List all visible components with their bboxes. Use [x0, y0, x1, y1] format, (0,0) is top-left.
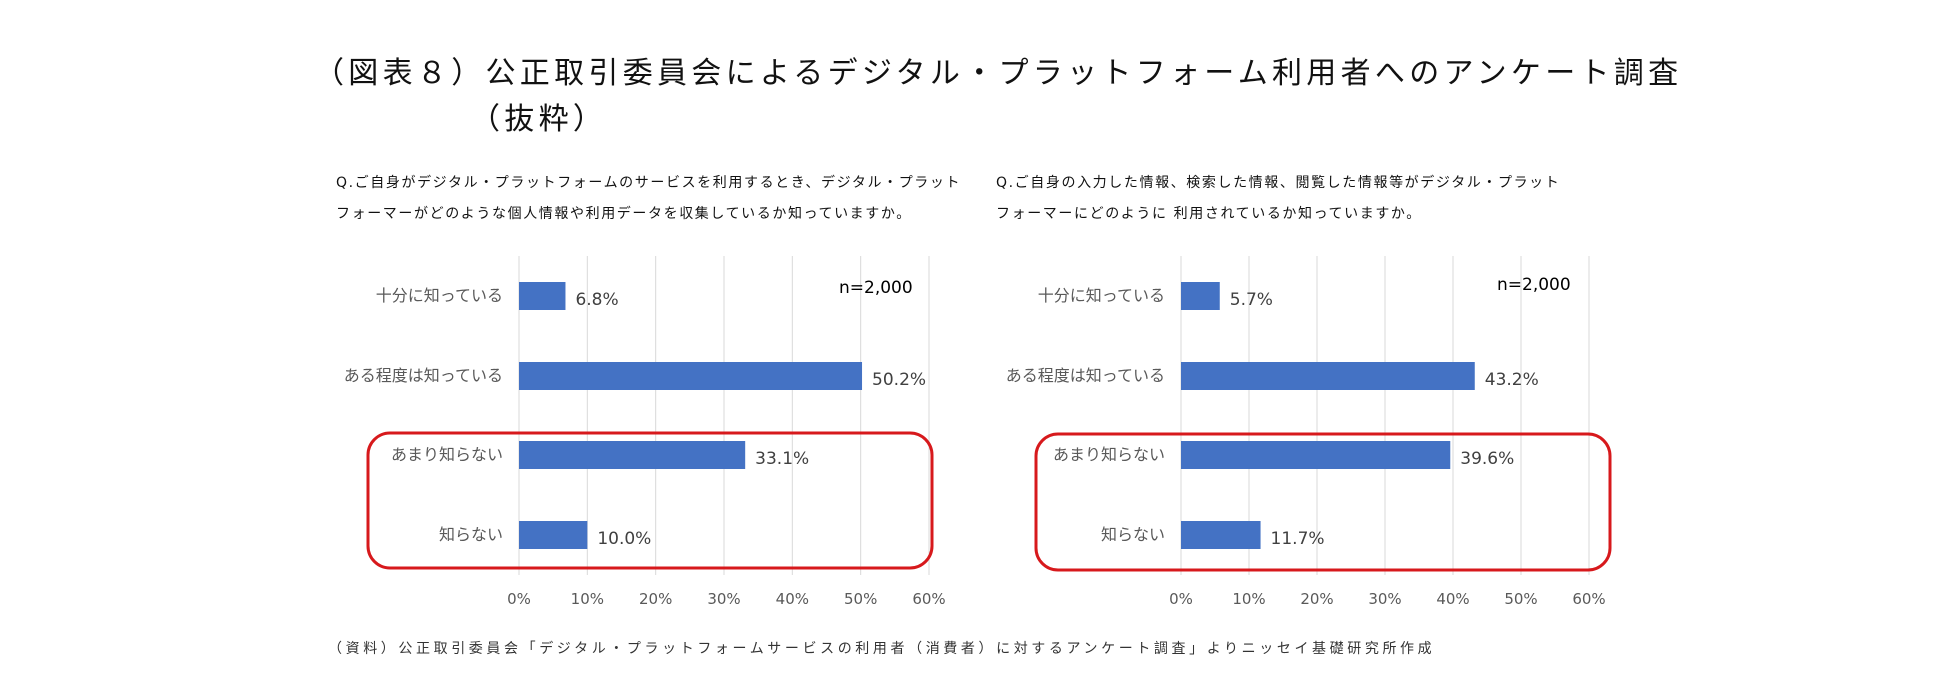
left-tick-label: 30%: [707, 590, 740, 608]
right-category-label: 十分に知っている: [1038, 286, 1165, 305]
left-value-label: 10.0%: [597, 529, 651, 549]
right-tick-label: 0%: [1169, 590, 1193, 608]
left-category-label: あまり知らない: [391, 445, 503, 464]
left-tick-label: 10%: [571, 590, 604, 608]
left-question-line2: フォーマーがどのような個人情報や利用データを収集しているか知っていますか。: [336, 206, 912, 222]
right-tick-label: 20%: [1300, 590, 1333, 608]
right-tick-label: 60%: [1572, 590, 1605, 608]
right-category-label: あまり知らない: [1053, 445, 1165, 464]
left-value-label: 33.1%: [755, 449, 809, 469]
left-category-label: 十分に知っている: [376, 286, 503, 305]
source-footnote: （資料）公正取引委員会「デジタル・プラットフォームサービスの利用者（消費者）に対…: [328, 641, 1436, 657]
left-question-line1: Q.ご自身がデジタル・プラットフォームのサービスを利用するとき、デジタル・プラッ…: [336, 175, 962, 191]
right-tick-label: 30%: [1368, 590, 1401, 608]
right-value-label: 11.7%: [1271, 529, 1325, 549]
left-bar: [519, 362, 863, 390]
right-bar: [1181, 521, 1261, 549]
right-value-label: 39.6%: [1460, 449, 1514, 469]
left-tick-label: 0%: [507, 590, 531, 608]
right-bar: [1181, 362, 1475, 390]
right-category-label: 知らない: [1101, 525, 1165, 544]
right-question-line1: Q.ご自身の入力した情報、検索した情報、閲覧した情報等がデジタル・プラット: [996, 175, 1561, 191]
left-tick-label: 40%: [776, 590, 809, 608]
left-bar: [519, 282, 566, 310]
left-value-label: 6.8%: [575, 290, 618, 310]
right-tick-label: 10%: [1232, 590, 1265, 608]
right-sample-size: n=2,000: [1497, 275, 1571, 295]
right-value-label: 43.2%: [1485, 370, 1539, 390]
left-value-label: 50.2%: [872, 370, 926, 390]
right-highlight-box: [1034, 432, 1612, 572]
left-highlight-box: [366, 431, 934, 570]
left-category-label: ある程度は知っている: [344, 366, 503, 385]
left-category-label: 知らない: [439, 525, 503, 544]
right-question-line2: フォーマーにどのように 利用されているか知っていますか。: [996, 206, 1422, 222]
right-bar: [1181, 441, 1451, 469]
left-tick-label: 20%: [639, 590, 672, 608]
right-category-label: ある程度は知っている: [1006, 366, 1165, 385]
left-tick-label: 60%: [912, 590, 945, 608]
figure-title: （図表８）公正取引委員会によるデジタル・プラットフォーム利用者へのアンケート調査: [314, 56, 1683, 91]
left-bar: [519, 521, 588, 549]
left-sample-size: n=2,000: [839, 278, 913, 298]
right-tick-label: 40%: [1436, 590, 1469, 608]
figure-subtitle: （抜粋）: [470, 102, 608, 137]
right-tick-label: 50%: [1504, 590, 1537, 608]
right-bar: [1181, 282, 1220, 310]
left-bar: [519, 441, 746, 469]
left-tick-label: 50%: [844, 590, 877, 608]
right-value-label: 5.7%: [1230, 290, 1273, 310]
